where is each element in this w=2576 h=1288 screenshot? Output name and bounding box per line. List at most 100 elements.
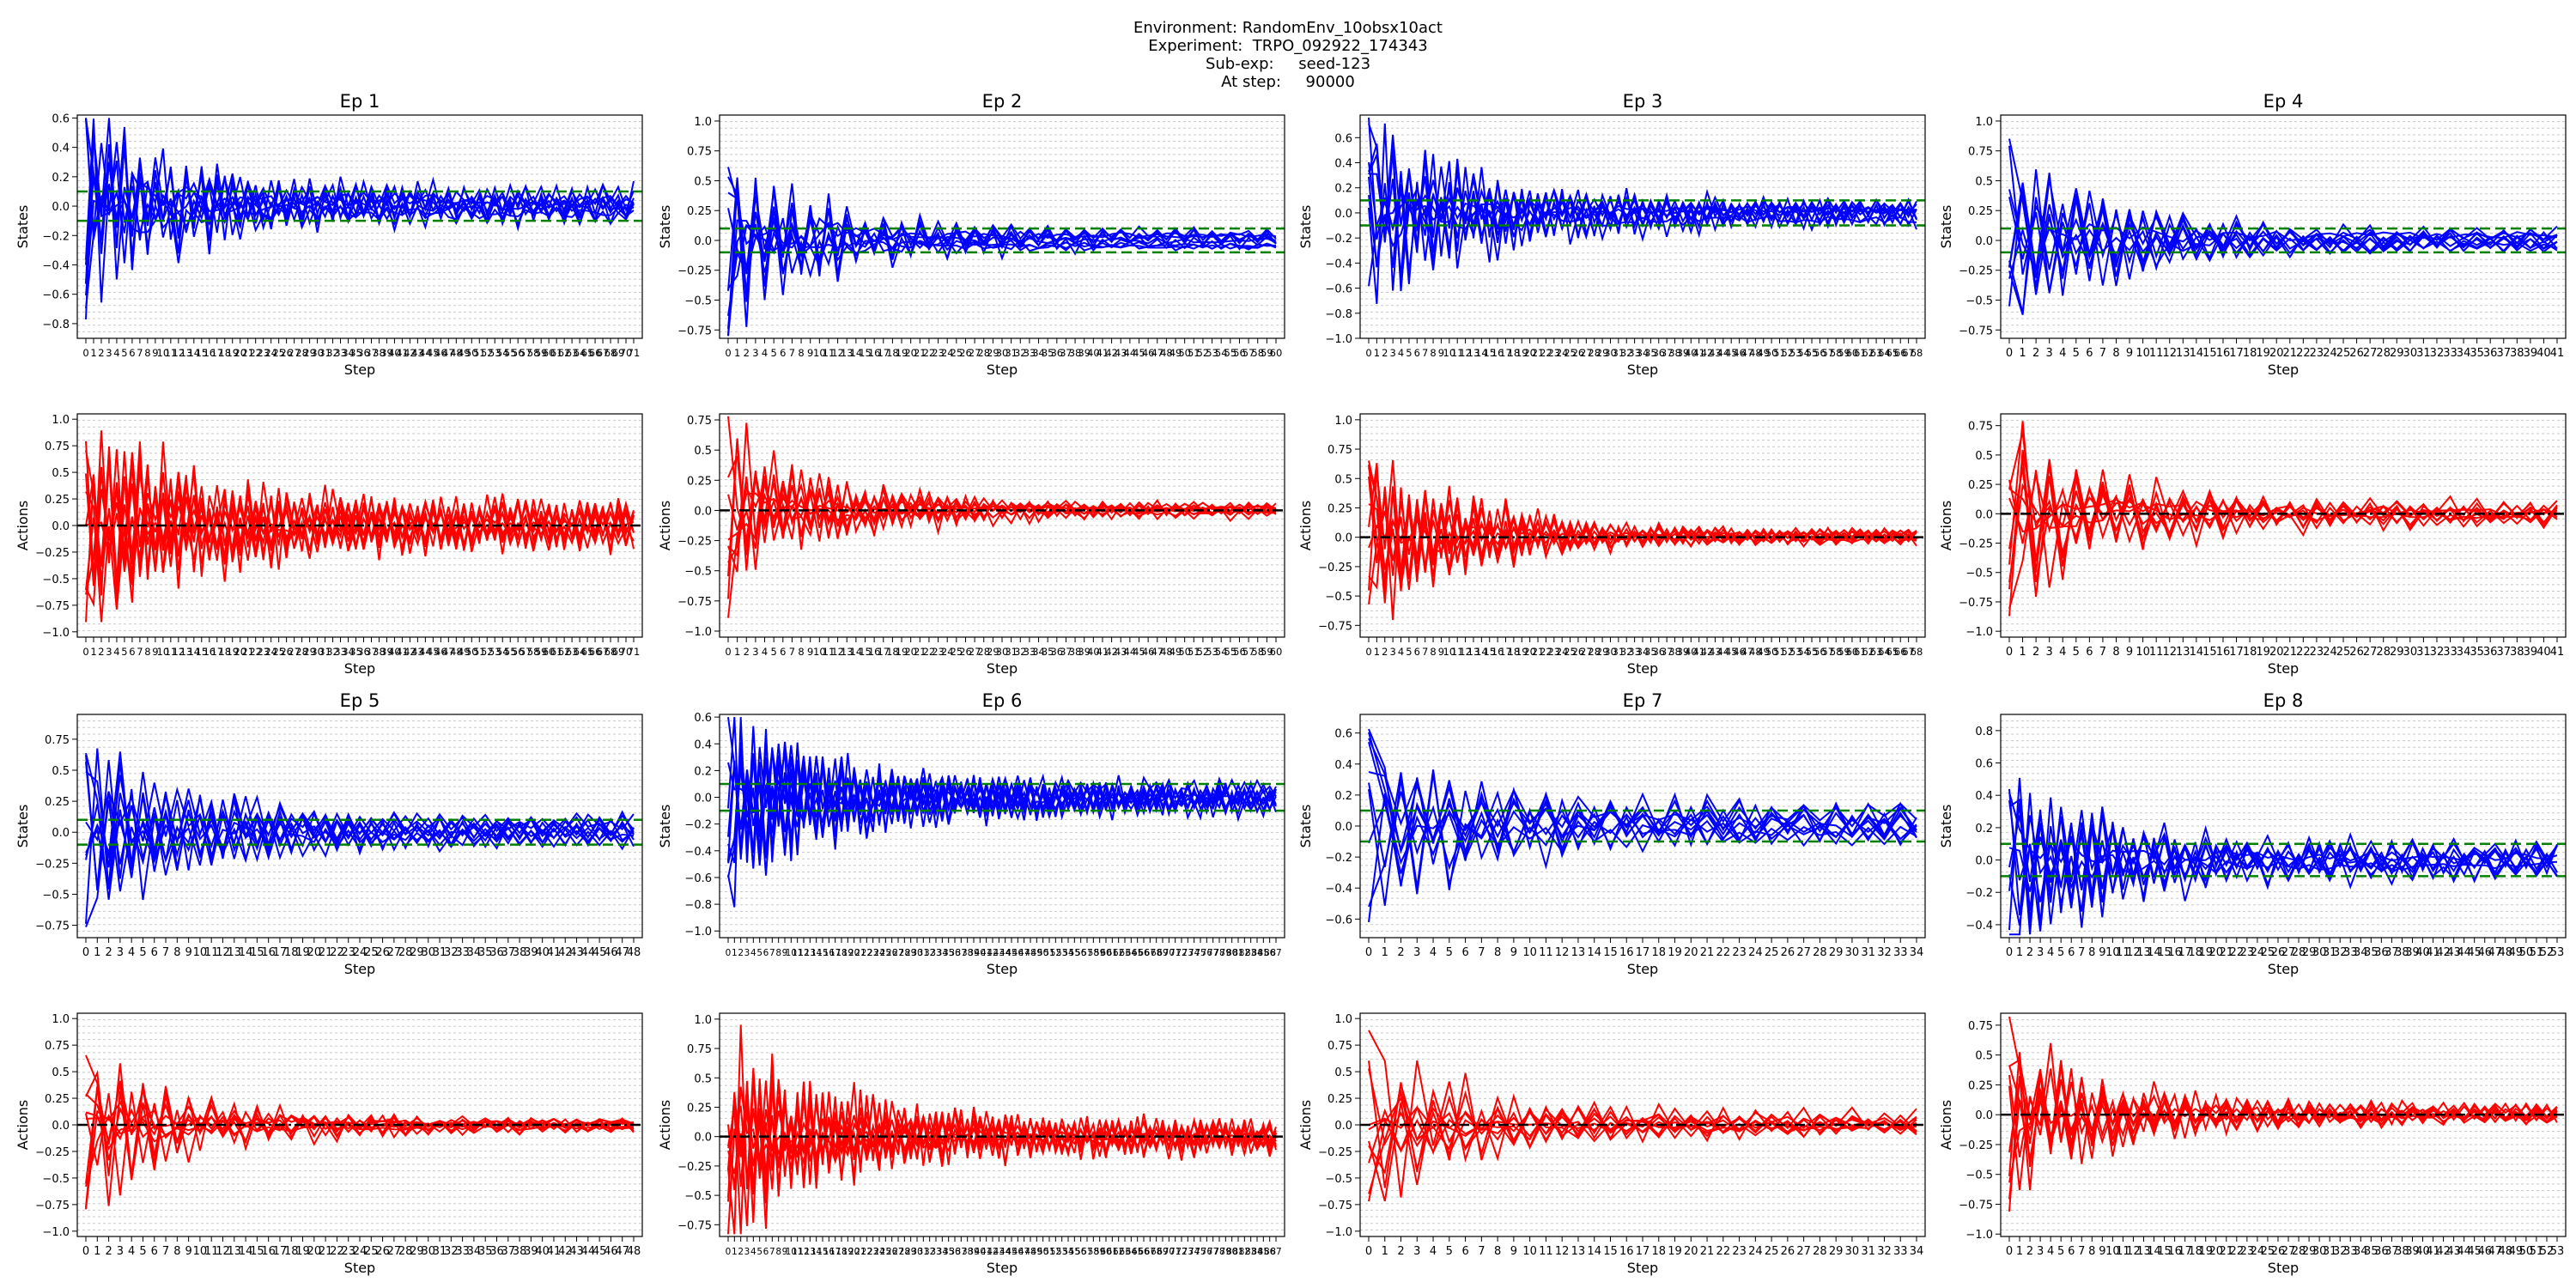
x-tick-label: 11	[823, 347, 835, 359]
x-tick-label: 2	[744, 347, 750, 359]
y-tick-label: 0.75	[1968, 1020, 1993, 1033]
x-tick-label: 9	[1438, 347, 1444, 359]
x-tick-label: 41	[1097, 646, 1109, 658]
x-tick-label: 2	[2026, 1245, 2033, 1258]
x-tick-label: 32	[1620, 347, 1633, 359]
x-tick-label: 7	[1478, 946, 1485, 959]
x-tick-label: 32	[1877, 946, 1892, 959]
x-tick-label: 23	[257, 646, 270, 658]
x-tick-label: 60	[1270, 646, 1283, 658]
x-tick-label: 36	[489, 946, 504, 959]
axes-frame	[2000, 114, 2567, 339]
y-tick-label: −0.2	[1965, 887, 1993, 900]
y-tick-label: −0.25	[1959, 1139, 1993, 1152]
x-tick-label: 25	[880, 948, 891, 958]
y-tick-label: −1.0	[42, 1226, 70, 1239]
x-tick-label: 14	[2147, 946, 2161, 959]
x-tick-label: 41	[547, 946, 562, 959]
state-series-line	[1368, 154, 1917, 277]
x-tick-label: 9	[2126, 347, 2133, 360]
subplot-6: −1.0−0.75−0.5−0.250.00.250.50.750 1 2 3 4 5 6 7…	[657, 413, 1285, 677]
x-tick-label: 45	[427, 347, 440, 359]
x-tick-label: 25	[272, 347, 285, 359]
x-tick-label: 40	[535, 946, 550, 959]
x-tick-label: 3	[2037, 946, 2044, 959]
x-tick-label: 65	[581, 347, 594, 359]
x-tick-label: 13	[841, 646, 854, 658]
x-tick-label: 19	[1668, 1245, 1682, 1258]
y-tick-label: −0.5	[1965, 568, 1993, 580]
x-tick-label: 24	[1556, 646, 1569, 658]
x-tick-label: 68	[1911, 646, 1923, 658]
x-tick-label: 24	[264, 347, 277, 359]
subplot-title: Ep 1	[340, 91, 380, 112]
x-tick-label: 17	[2229, 347, 2244, 360]
y-axis-label: Actions	[657, 1100, 673, 1150]
y-tick-label: −0.5	[42, 574, 70, 586]
y-tick-label: 0.5	[1975, 175, 1993, 188]
x-tick-label: 19	[896, 347, 908, 359]
x-tick-label: 60	[1100, 948, 1111, 958]
x-tick-label: 34	[1910, 946, 1924, 959]
subplot-14: −0.75−0.5−0.250.00.250.50.751.00 1 2 3 4 5 6 7 8…	[657, 1012, 1285, 1276]
x-tick-label: 5	[139, 1245, 146, 1258]
x-tick-label: 61	[1854, 347, 1867, 359]
x-tick-label: 71	[1170, 948, 1181, 958]
x-tick-label: 6	[151, 946, 158, 959]
x-tick-label: 4	[113, 347, 119, 359]
x-tick-label: 43	[569, 946, 584, 959]
x-tick-label: 5	[139, 946, 146, 959]
x-tick-label: 27	[2363, 646, 2378, 659]
x-tick-label: 67	[597, 646, 610, 658]
x-tick-label: 71	[628, 646, 641, 658]
x-tick-label: 11	[2116, 946, 2130, 959]
x-tick-label: 60	[543, 646, 556, 658]
x-tick-label: 0	[2006, 347, 2013, 360]
x-tick-label: 30	[1604, 646, 1617, 658]
x-tick-label: 0	[2006, 946, 2013, 959]
x-tick-label: 27	[1796, 1245, 1811, 1258]
x-tick-label: 33	[1893, 1245, 1908, 1258]
x-tick-label: 5	[2073, 646, 2080, 659]
x-tick-label: 66	[589, 646, 602, 658]
x-tick-label: 7	[137, 347, 143, 359]
x-tick-label: 44	[1124, 347, 1137, 359]
x-tick-label: 50	[1037, 948, 1048, 958]
x-tick-label: 10	[1443, 646, 1456, 658]
x-tick-label: 22	[923, 646, 936, 658]
x-tick-label: 36	[357, 347, 370, 359]
y-tick-label: 0.75	[687, 415, 712, 428]
x-tick-label: 59	[535, 347, 548, 359]
x-tick-label: 61	[1107, 948, 1118, 958]
x-tick-label: 1	[2019, 646, 2026, 659]
x-tick-label: 6	[1461, 946, 1468, 959]
x-tick-label: 13	[1571, 946, 1586, 959]
x-tick-label: 10	[2136, 646, 2150, 659]
y-tick-label: −0.25	[1959, 538, 1993, 551]
x-tick-label: 49	[1170, 646, 1182, 658]
y-tick-label: 0.5	[1975, 1050, 1993, 1063]
x-tick-label: 13	[1467, 347, 1480, 359]
x-tick-label: 20	[234, 646, 246, 658]
x-tick-label: 25	[2261, 946, 2275, 959]
subexp-label: Sub-exp: seed-123	[1205, 55, 1371, 73]
x-tick-label: 65	[1886, 347, 1899, 359]
y-tick-label: 0.75	[687, 1043, 712, 1056]
x-tick-label: 42	[1105, 347, 1118, 359]
x-tick-label: 84	[1251, 948, 1263, 958]
y-tick-label: −0.75	[677, 596, 712, 609]
x-tick-label: 34	[2457, 347, 2471, 360]
x-tick-label: 24	[1748, 1245, 1763, 1258]
subplot-title: Ep 4	[2263, 91, 2304, 112]
y-axis-label: Actions	[657, 501, 673, 550]
action-series-line	[1368, 1030, 1917, 1198]
action-series-line	[727, 473, 1277, 570]
x-tick-label: 25	[364, 946, 379, 959]
x-tick-label: 78	[1213, 948, 1224, 958]
y-tick-label: −0.8	[1325, 308, 1352, 321]
x-tick-label: 38	[962, 948, 973, 958]
state-series-line	[2008, 812, 2558, 926]
x-tick-label: 41	[1692, 347, 1705, 359]
y-tick-label: −0.2	[684, 819, 712, 832]
x-tick-label: 29	[987, 646, 999, 658]
